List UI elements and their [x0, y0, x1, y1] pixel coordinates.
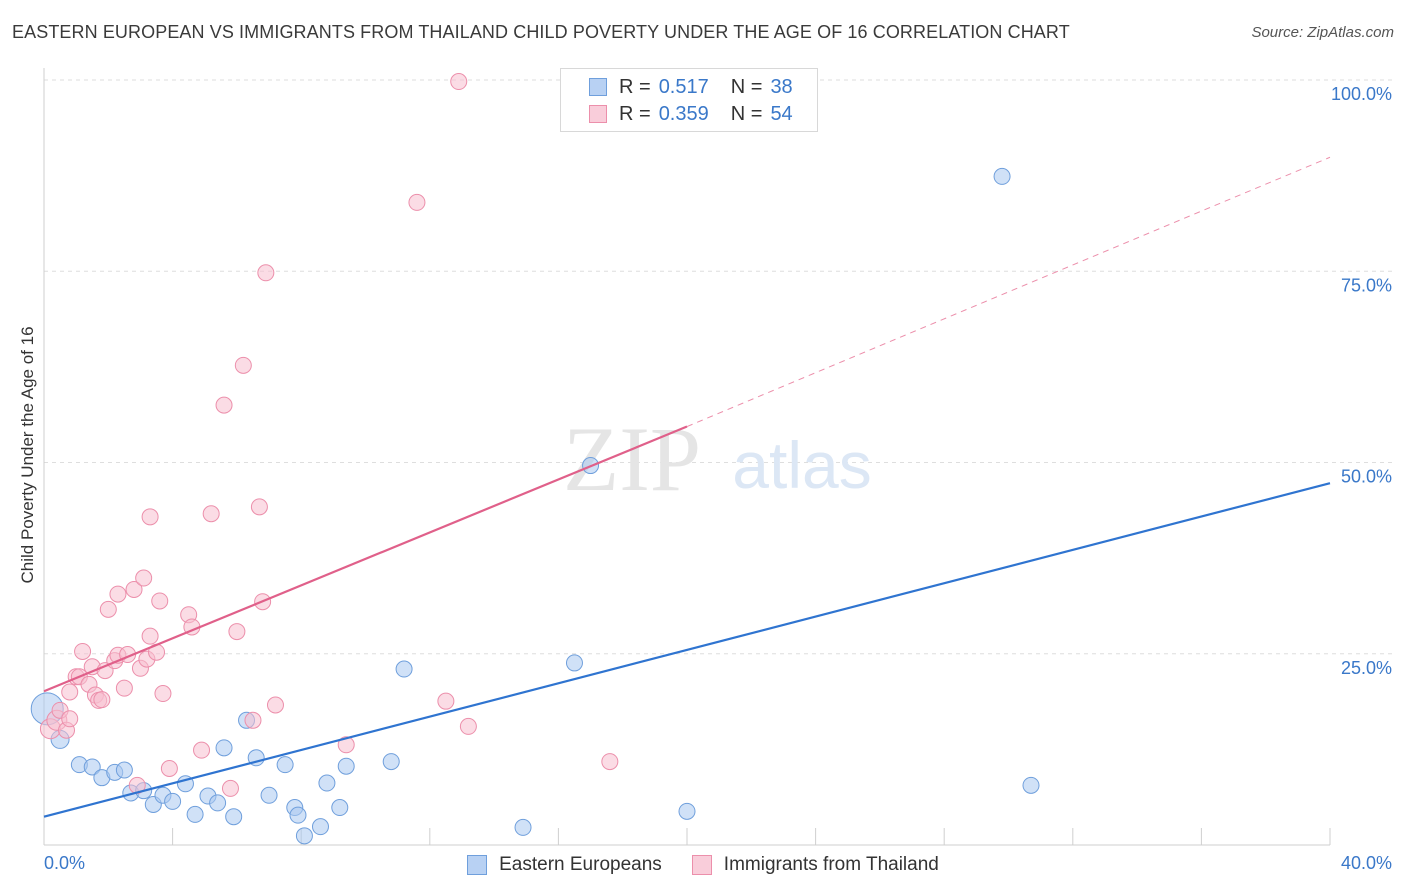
- eastern-europeans-point: [337, 757, 355, 775]
- correlation-legend: R = 0.517 N = 38 R = 0.359 N = 54: [560, 68, 818, 132]
- legend-swatch-pink: [589, 105, 607, 123]
- eastern-europeans-point: [514, 818, 532, 836]
- thailand-trend-extension: [686, 156, 1331, 428]
- eastern-europeans-point: [1022, 776, 1040, 794]
- thailand-point: [61, 710, 79, 728]
- eastern-europeans-point: [395, 660, 413, 678]
- legend-item-label: Eastern Europeans: [499, 854, 662, 875]
- thailand-point: [228, 623, 246, 641]
- thailand-point: [221, 779, 239, 797]
- legend-swatch-blue: [467, 855, 488, 875]
- series-legend: Eastern Europeans Immigrants from Thaila…: [0, 852, 1406, 878]
- thailand-point: [135, 569, 153, 587]
- thailand-point: [115, 679, 133, 697]
- legend-r-label: R =: [619, 75, 651, 98]
- eastern-europeans-point: [295, 827, 313, 845]
- thailand-point: [151, 592, 169, 610]
- thailand-trend-line: [43, 425, 688, 693]
- y-tick-label: 50.0%: [1341, 467, 1392, 487]
- eastern-europeans-point: [83, 758, 101, 776]
- points-layer: [30, 73, 1040, 845]
- thailand-point: [234, 356, 252, 374]
- thailand-point: [202, 505, 220, 523]
- tick-label-layer: 25.0% 50.0% 75.0% 100.0% 0.0% 40.0%: [44, 84, 1392, 873]
- watermark: ZIP atlas: [563, 408, 872, 510]
- thailand-point: [459, 717, 477, 735]
- eastern-europeans-point: [215, 739, 233, 757]
- thailand-point: [257, 264, 275, 282]
- legend-swatch-blue: [589, 78, 607, 96]
- x-tick-label: 0.0%: [44, 853, 85, 873]
- watermark-zip: ZIP: [563, 408, 701, 510]
- eastern-europeans-trend-line: [43, 482, 1331, 818]
- thailand-point: [266, 696, 284, 714]
- thailand-point: [408, 193, 426, 211]
- chart-title: EASTERN EUROPEAN VS IMMIGRANTS FROM THAI…: [12, 22, 1070, 42]
- thailand-point: [154, 685, 172, 703]
- eastern-europeans-point: [164, 792, 182, 810]
- legend-r-label: R =: [619, 102, 651, 125]
- eastern-europeans-point: [209, 794, 227, 812]
- eastern-europeans-point: [382, 753, 400, 771]
- thailand-point: [450, 73, 468, 91]
- legend-item-eastern-europeans: Eastern Europeans: [467, 854, 662, 876]
- eastern-europeans-point: [311, 818, 329, 836]
- legend-item-label: Immigrants from Thailand: [723, 854, 939, 875]
- y-tick-label: 25.0%: [1341, 658, 1392, 678]
- eastern-europeans-point: [260, 786, 278, 804]
- thailand-point: [74, 642, 92, 660]
- y-tick-label: 75.0%: [1341, 275, 1392, 295]
- thailand-point: [193, 741, 211, 759]
- legend-r-value: 0.359: [658, 102, 709, 125]
- legend-n-value: 54: [770, 102, 793, 125]
- thailand-point: [99, 600, 117, 618]
- x-tick-label: 40.0%: [1341, 853, 1392, 873]
- eastern-europeans-point: [993, 167, 1011, 185]
- eastern-europeans-point: [276, 756, 294, 774]
- legend-r-value: 0.517: [658, 75, 709, 98]
- eastern-europeans-point: [678, 802, 696, 820]
- legend-swatch-pink: [691, 855, 712, 875]
- y-tick-label: 100.0%: [1331, 84, 1392, 104]
- thailand-point: [601, 753, 619, 771]
- thailand-point: [125, 580, 143, 598]
- thailand-point: [160, 760, 178, 777]
- legend-n-value: 38: [770, 75, 793, 98]
- thailand-point: [244, 711, 262, 729]
- thailand-point: [215, 396, 233, 414]
- thailand-point: [109, 585, 127, 603]
- watermark-atlas: atlas: [732, 428, 871, 502]
- legend-row-eastern-europeans: R = 0.517 N = 38: [561, 74, 793, 100]
- trend-layer: [43, 156, 1331, 818]
- eastern-europeans-point: [565, 654, 583, 672]
- thailand-point: [141, 508, 159, 526]
- legend-row-thailand: R = 0.359 N = 54: [561, 101, 793, 127]
- eastern-europeans-point: [318, 774, 336, 792]
- eastern-europeans-point: [115, 761, 133, 779]
- legend-n-label: N =: [730, 102, 763, 125]
- thailand-point: [337, 736, 355, 754]
- eastern-europeans-point: [186, 805, 204, 823]
- thailand-point: [141, 627, 159, 645]
- thailand-point: [250, 498, 268, 516]
- eastern-europeans-point: [289, 806, 307, 824]
- legend-item-thailand: Immigrants from Thailand: [691, 854, 939, 876]
- y-axis-label: Child Poverty Under the Age of 16: [18, 326, 37, 584]
- thailand-point: [61, 683, 79, 701]
- legend-n-label: N =: [730, 75, 763, 98]
- eastern-europeans-point: [225, 808, 243, 826]
- thailand-point: [93, 691, 111, 709]
- thailand-point: [437, 692, 455, 710]
- eastern-europeans-point: [331, 799, 349, 817]
- source-label: Source: ZipAtlas.com: [1251, 24, 1394, 41]
